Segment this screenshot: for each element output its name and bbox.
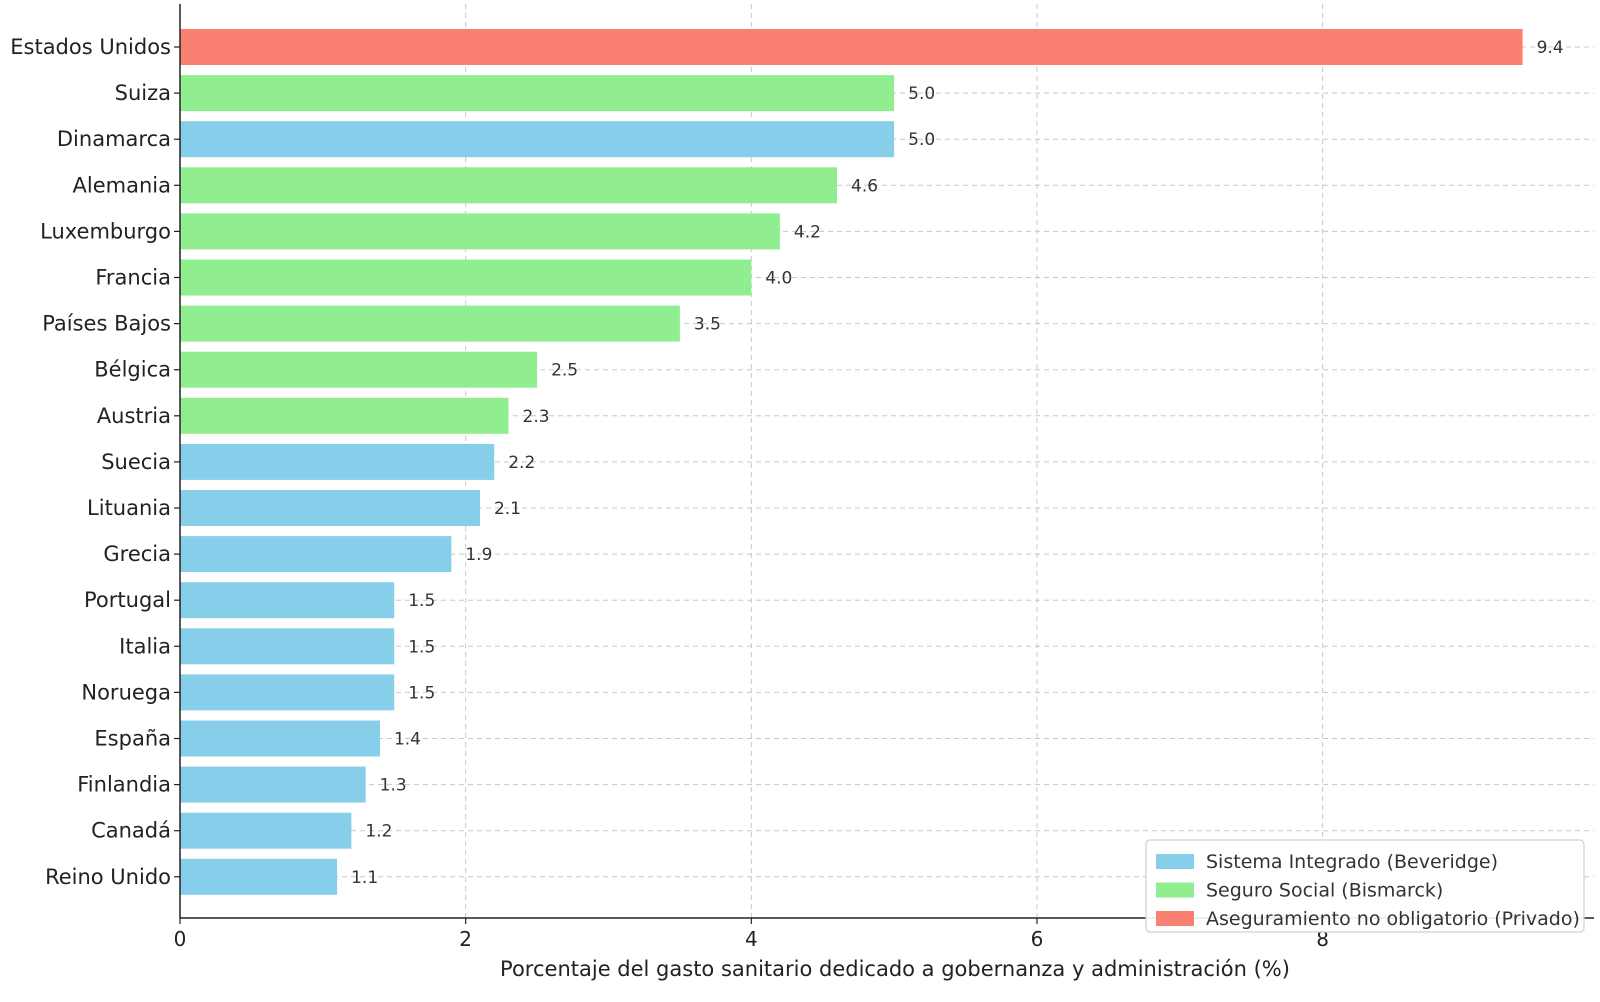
country-label: Finlandia (77, 773, 171, 797)
country-label: Noruega (81, 680, 171, 704)
x-tick-label: 0 (174, 927, 187, 951)
bar-finlandia (180, 766, 366, 803)
value-label: 1.9 (465, 545, 492, 565)
country-label: Dinamarca (57, 127, 171, 151)
value-label: 3.5 (694, 315, 721, 335)
country-label: Grecia (103, 542, 171, 566)
country-label: Austria (97, 404, 171, 428)
value-label: 1.5 (408, 683, 435, 703)
country-label: España (94, 727, 171, 751)
bar-españa (180, 720, 380, 757)
value-label: 1.2 (365, 822, 392, 842)
value-label: 5.0 (908, 84, 935, 104)
x-tick-label: 6 (1031, 927, 1044, 951)
value-label: 2.5 (551, 361, 578, 381)
bar-lituania (180, 490, 480, 526)
country-label: Estados Unidos (10, 35, 171, 59)
bar-portugal (180, 582, 395, 619)
value-label: 1.4 (394, 730, 421, 750)
legend-label: Sistema Integrado (Beveridge) (1206, 851, 1498, 873)
legend-swatch-privado (1156, 911, 1194, 926)
country-label: Luxemburgo (40, 219, 171, 243)
bars-layer (180, 29, 1523, 895)
bar-grecia (180, 536, 452, 573)
country-label: Canadá (91, 819, 171, 843)
value-label: 9.4 (1537, 38, 1564, 58)
legend: Sistema Integrado (Beveridge) Seguro Soci… (1145, 839, 1585, 933)
country-label: Suiza (115, 81, 171, 105)
country-label: Suecia (101, 450, 171, 474)
country-label: Portugal (84, 588, 171, 612)
country-label: Bélgica (94, 358, 171, 382)
country-label: Italia (119, 634, 171, 658)
bar-reino-unido (180, 858, 338, 895)
value-label: 4.0 (765, 269, 792, 289)
bar-francia (180, 259, 752, 296)
bar-países-bajos (180, 305, 680, 342)
bar-luxemburgo (180, 213, 780, 250)
x-tick-label: 8 (1316, 927, 1329, 951)
bar-italia (180, 628, 395, 665)
bar-dinamarca (180, 121, 895, 158)
country-label: Países Bajos (42, 312, 171, 336)
value-label: 4.6 (851, 176, 878, 196)
bar-suiza (180, 75, 895, 112)
bar-suecia (180, 443, 495, 480)
x-axis-title: Porcentaje del gasto sanitario dedicado … (500, 957, 1290, 981)
value-label: 1.5 (408, 591, 435, 611)
value-label: 2.2 (508, 453, 535, 473)
bar-austria (180, 397, 509, 434)
legend-label: Aseguramiento no obligatorio (Privado) (1206, 908, 1580, 930)
bar-canadá (180, 812, 352, 849)
bar-estados-unidos (180, 29, 1523, 65)
value-label: 2.3 (523, 407, 550, 427)
bar-bélgica (180, 351, 538, 388)
legend-label: Seguro Social (Bismarck) (1206, 880, 1443, 902)
country-label: Reino Unido (45, 865, 171, 889)
labels-layer: Estados Unidos 9.4 Suiza 5.0 Dinamarca 5.0 Ale… (10, 35, 1563, 889)
x-tick-label: 4 (745, 927, 758, 951)
legend-swatch-bismarck (1156, 882, 1194, 898)
value-label: 2.1 (494, 499, 521, 519)
country-label: Lituania (87, 496, 171, 520)
x-tick-label: 2 (459, 927, 472, 951)
value-label: 1.1 (351, 868, 378, 888)
bar-alemania (180, 167, 838, 204)
legend-swatch-beveridge (1156, 854, 1194, 869)
legend-box (1145, 839, 1585, 933)
value-label: 5.0 (908, 130, 935, 150)
value-label: 4.2 (794, 222, 821, 242)
country-label: Francia (95, 266, 171, 290)
country-label: Alemania (73, 173, 171, 197)
bar-noruega (180, 674, 395, 711)
value-label: 1.3 (380, 776, 407, 796)
axes-layer: 0 2 4 6 8 (174, 4, 1594, 951)
value-label: 1.5 (408, 637, 435, 657)
